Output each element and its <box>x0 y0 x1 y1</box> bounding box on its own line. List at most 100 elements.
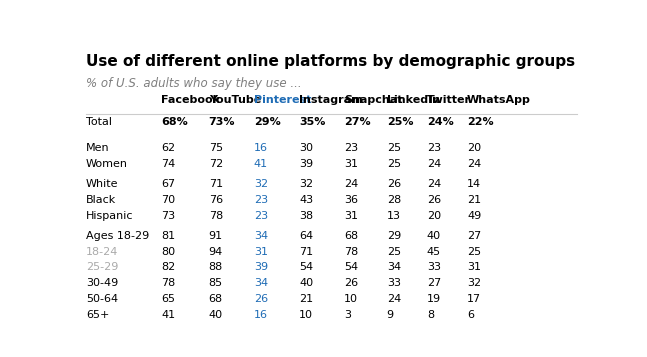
Text: 14: 14 <box>467 178 481 188</box>
Text: 85: 85 <box>209 278 223 288</box>
Text: Instagram: Instagram <box>299 95 362 105</box>
Text: YouTube: YouTube <box>209 95 261 105</box>
Text: 31: 31 <box>344 159 358 169</box>
Text: 29: 29 <box>387 231 401 241</box>
Text: 62: 62 <box>161 143 175 153</box>
Text: 10: 10 <box>344 295 358 305</box>
Text: 80: 80 <box>161 247 175 257</box>
Text: 10: 10 <box>299 310 313 320</box>
Text: Women: Women <box>86 159 128 169</box>
Text: 71: 71 <box>299 247 313 257</box>
Text: 81: 81 <box>161 231 175 241</box>
Text: 43: 43 <box>299 195 313 205</box>
Text: 24: 24 <box>427 159 441 169</box>
Text: 49: 49 <box>467 211 481 221</box>
Text: 36: 36 <box>344 195 358 205</box>
Text: 22%: 22% <box>467 117 494 127</box>
Text: Use of different online platforms by demographic groups: Use of different online platforms by dem… <box>86 54 575 69</box>
Text: 26: 26 <box>387 178 401 188</box>
Text: 65: 65 <box>161 295 175 305</box>
Text: 40: 40 <box>427 231 441 241</box>
Text: 75: 75 <box>209 143 223 153</box>
Text: White: White <box>86 178 118 188</box>
Text: 23: 23 <box>344 143 358 153</box>
Text: 24%: 24% <box>427 117 454 127</box>
Text: 32: 32 <box>467 278 481 288</box>
Text: 39: 39 <box>299 159 313 169</box>
Text: 27: 27 <box>467 231 481 241</box>
Text: 20: 20 <box>427 211 441 221</box>
Text: 45: 45 <box>427 247 441 257</box>
Text: 9: 9 <box>387 310 394 320</box>
Text: 40: 40 <box>209 310 223 320</box>
Text: 16: 16 <box>254 310 268 320</box>
Text: WhatsApp: WhatsApp <box>467 95 531 105</box>
Text: 25: 25 <box>467 247 481 257</box>
Text: Hispanic: Hispanic <box>86 211 133 221</box>
Text: 70: 70 <box>161 195 175 205</box>
Text: 23: 23 <box>254 211 268 221</box>
Text: 26: 26 <box>254 295 268 305</box>
Text: 25%: 25% <box>387 117 413 127</box>
Text: 50-64: 50-64 <box>86 295 118 305</box>
Text: 72: 72 <box>209 159 223 169</box>
Text: Twitter: Twitter <box>427 95 471 105</box>
Text: 30-49: 30-49 <box>86 278 118 288</box>
Text: 24: 24 <box>467 159 481 169</box>
Text: 21: 21 <box>467 195 481 205</box>
Text: 21: 21 <box>299 295 313 305</box>
Text: 94: 94 <box>209 247 223 257</box>
Text: 25: 25 <box>387 159 401 169</box>
Text: 68%: 68% <box>161 117 188 127</box>
Text: 33: 33 <box>427 262 441 272</box>
Text: 19: 19 <box>427 295 441 305</box>
Text: 25: 25 <box>387 143 401 153</box>
Text: 18-24: 18-24 <box>86 247 118 257</box>
Text: 20: 20 <box>467 143 481 153</box>
Text: 34: 34 <box>254 231 268 241</box>
Text: 28: 28 <box>387 195 401 205</box>
Text: 74: 74 <box>161 159 175 169</box>
Text: 8: 8 <box>427 310 434 320</box>
Text: 34: 34 <box>387 262 401 272</box>
Text: 67: 67 <box>161 178 175 188</box>
Text: 76: 76 <box>209 195 223 205</box>
Text: 78: 78 <box>161 278 175 288</box>
Text: Pinterest: Pinterest <box>254 95 311 105</box>
Text: 64: 64 <box>299 231 313 241</box>
Text: 24: 24 <box>387 295 401 305</box>
Text: 23: 23 <box>254 195 268 205</box>
Text: 40: 40 <box>299 278 313 288</box>
Text: 65+: 65+ <box>86 310 109 320</box>
Text: 24: 24 <box>344 178 358 188</box>
Text: 6: 6 <box>467 310 474 320</box>
Text: 68: 68 <box>209 295 223 305</box>
Text: 31: 31 <box>344 211 358 221</box>
Text: 24: 24 <box>427 178 441 188</box>
Text: 39: 39 <box>254 262 268 272</box>
Text: 29%: 29% <box>254 117 281 127</box>
Text: 38: 38 <box>299 211 313 221</box>
Text: Total: Total <box>86 117 112 127</box>
Text: 32: 32 <box>299 178 313 188</box>
Text: 27%: 27% <box>344 117 371 127</box>
Text: 32: 32 <box>254 178 268 188</box>
Text: 25-29: 25-29 <box>86 262 118 272</box>
Text: 23: 23 <box>427 143 441 153</box>
Text: 30: 30 <box>299 143 313 153</box>
Text: 41: 41 <box>161 310 175 320</box>
Text: Facebook: Facebook <box>161 95 220 105</box>
Text: 16: 16 <box>254 143 268 153</box>
Text: LinkedIn: LinkedIn <box>387 95 440 105</box>
Text: 54: 54 <box>299 262 313 272</box>
Text: 13: 13 <box>387 211 400 221</box>
Text: 68: 68 <box>344 231 358 241</box>
Text: 34: 34 <box>254 278 268 288</box>
Text: 91: 91 <box>209 231 223 241</box>
Text: Snapchat: Snapchat <box>344 95 402 105</box>
Text: Black: Black <box>86 195 116 205</box>
Text: 88: 88 <box>209 262 223 272</box>
Text: 31: 31 <box>467 262 481 272</box>
Text: 17: 17 <box>467 295 481 305</box>
Text: 78: 78 <box>209 211 223 221</box>
